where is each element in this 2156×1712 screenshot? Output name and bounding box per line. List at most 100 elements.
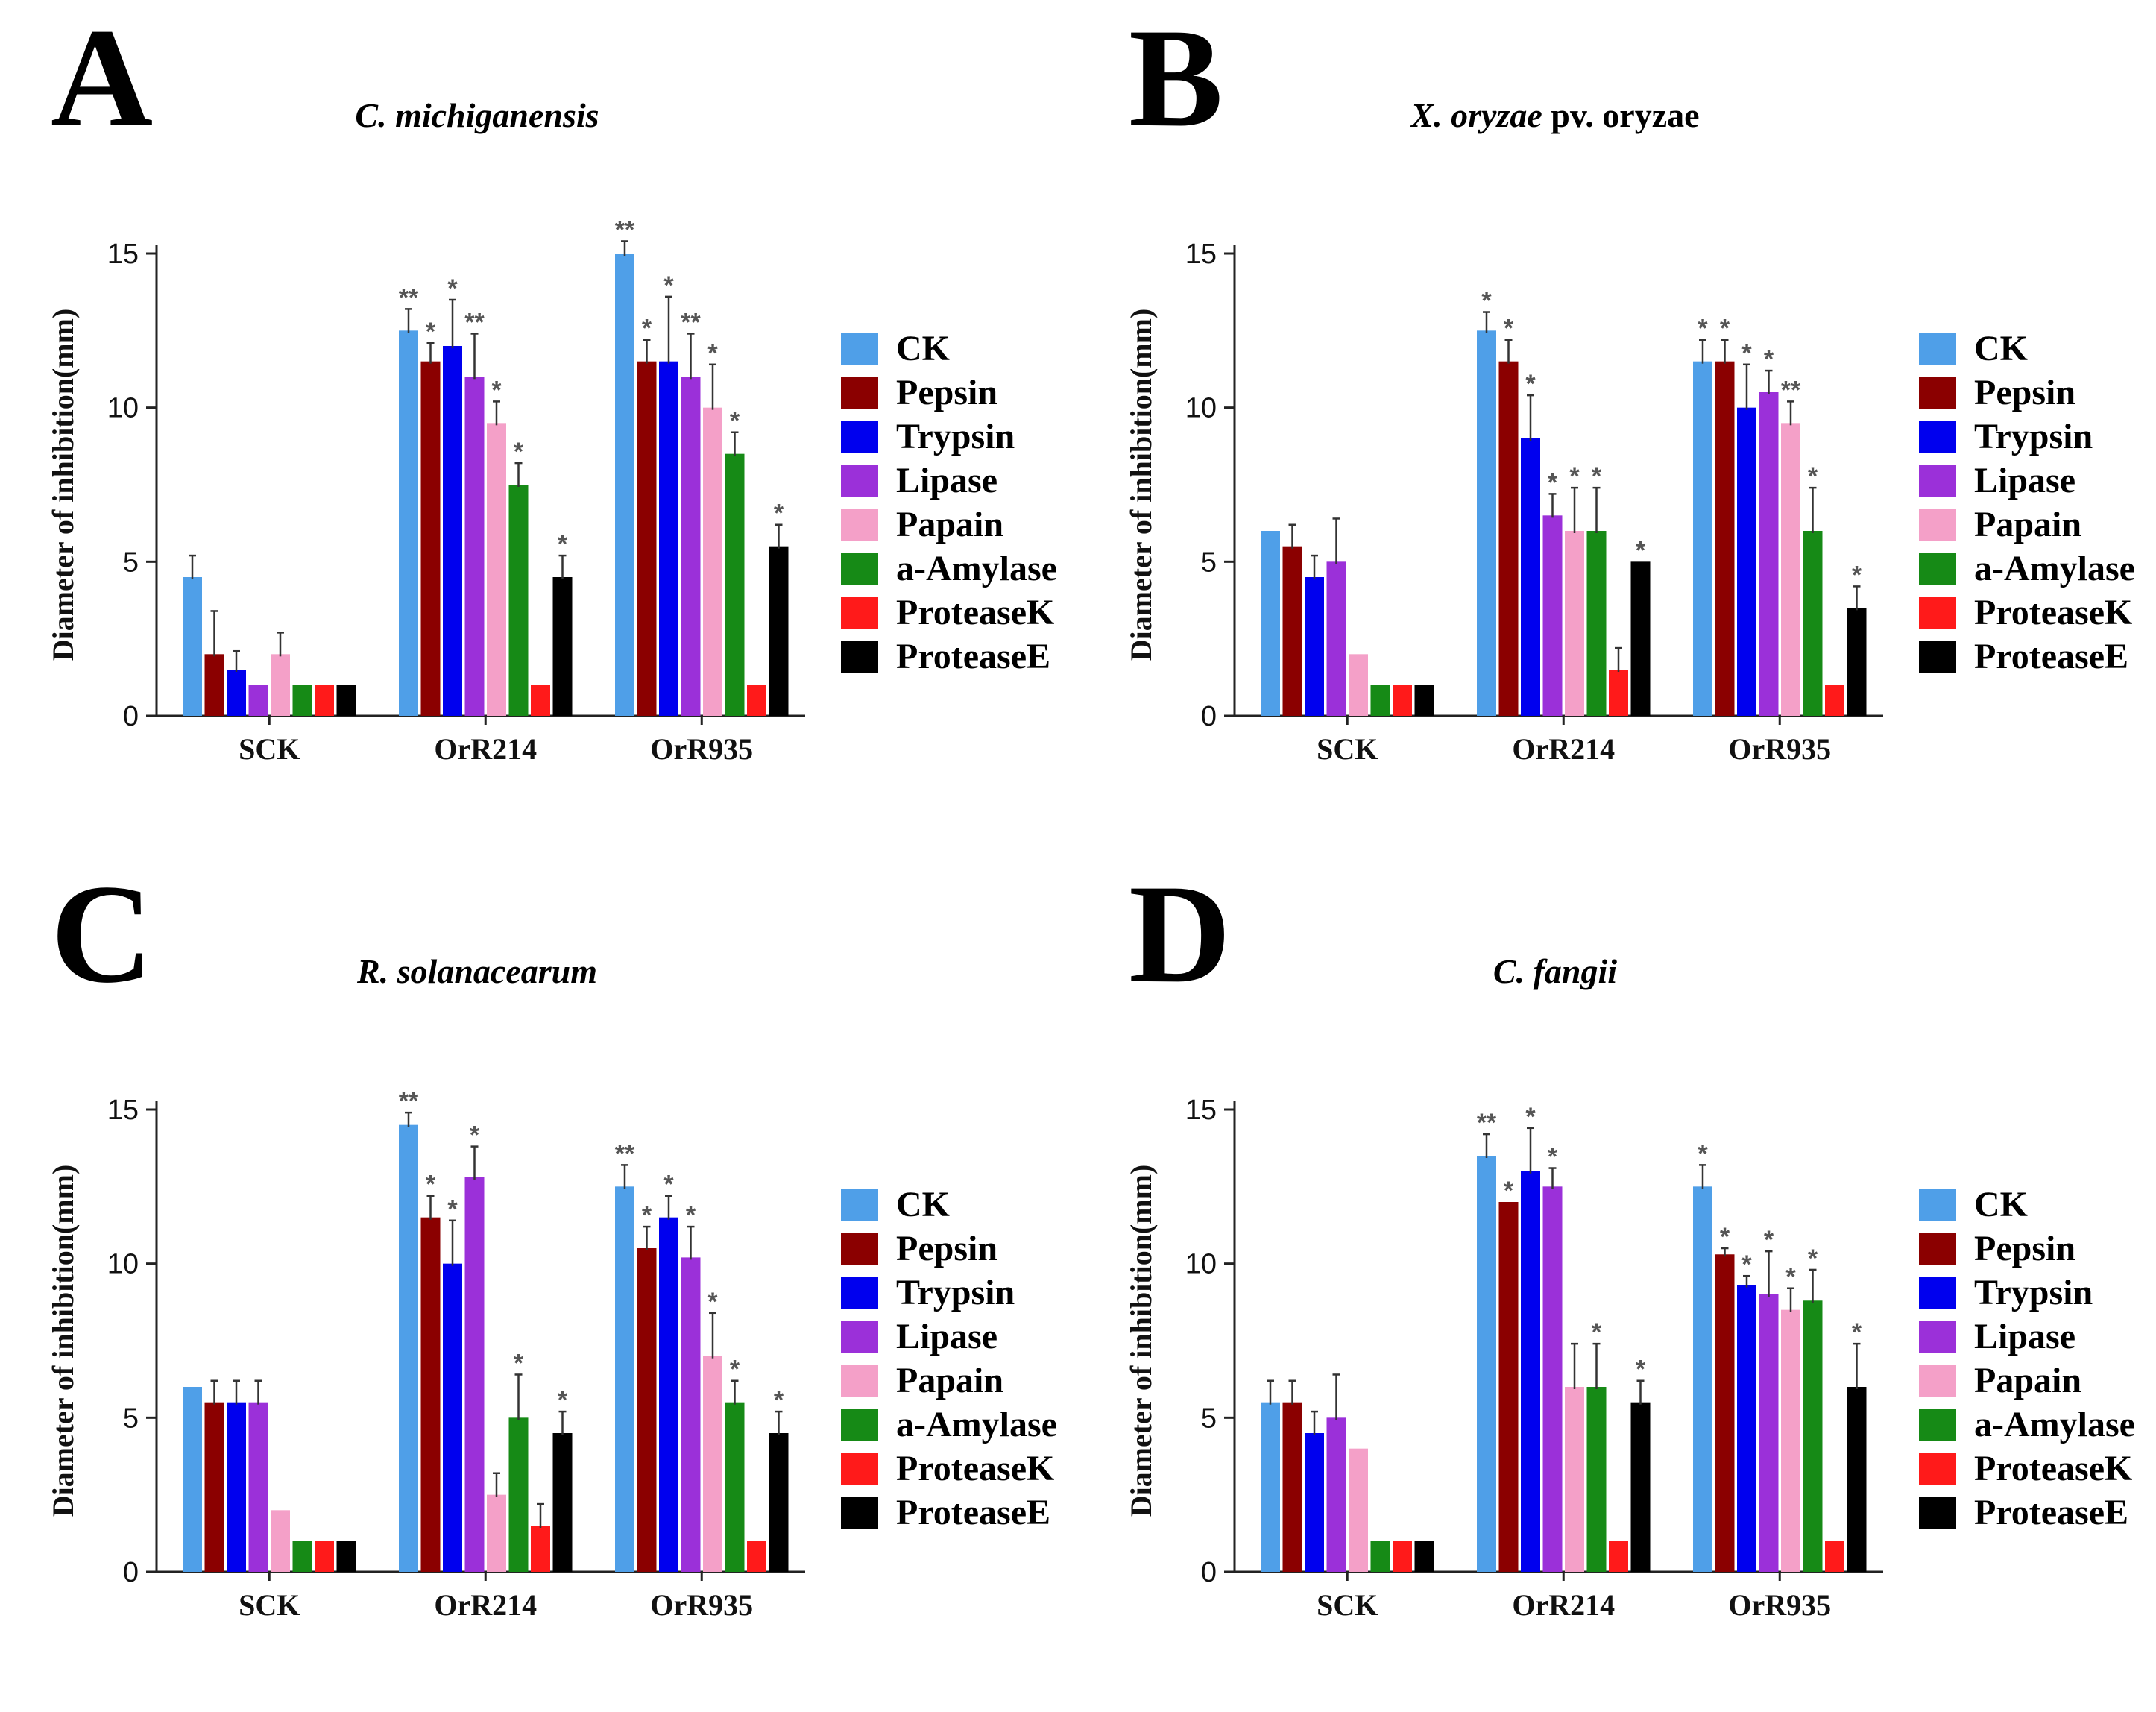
chart-title: C. fangii (1361, 951, 1749, 991)
bar (1847, 1387, 1867, 1572)
bar (399, 1124, 418, 1572)
legend-item: Lipase (1919, 1315, 2135, 1359)
bar (1326, 1417, 1346, 1572)
bar (1349, 1448, 1368, 1572)
bar (1305, 577, 1324, 716)
legend-label: a-Amylase (896, 548, 1057, 588)
bar (1803, 531, 1823, 716)
significance-mark: * (1592, 462, 1602, 491)
bar (1414, 1541, 1434, 1572)
legend-label: ProteaseK (896, 1448, 1055, 1488)
y-tick-label: 15 (107, 239, 139, 270)
bar (1414, 685, 1434, 716)
legend-swatch (841, 1320, 878, 1353)
significance-mark: * (1741, 1250, 1752, 1279)
bar (769, 546, 789, 716)
legend-item: Pepsin (841, 1227, 1057, 1271)
bar (336, 685, 356, 716)
bar (508, 485, 529, 716)
bar (204, 1402, 224, 1572)
legend-label: a-Amylase (1974, 1404, 2135, 1444)
legend-label: Pepsin (1974, 372, 2076, 412)
legend-item: Lipase (841, 459, 1057, 503)
bar (1609, 1541, 1628, 1572)
bar (1693, 361, 1712, 716)
legend-item: Pepsin (841, 371, 1057, 415)
bar (464, 1177, 485, 1572)
legend-swatch (841, 1364, 878, 1397)
panel-c: C R. solanacearum 0 5 10 15 Diameter of inhi… (0, 856, 1078, 1712)
bar-chart: 0 5 10 15 Diameter of inhibition(mm) SCK OrR21… (1124, 239, 1883, 766)
bar (248, 685, 268, 716)
significance-mark: ** (615, 1139, 635, 1168)
x-tick-label: SCK (239, 1588, 300, 1622)
bar (1542, 515, 1563, 716)
bar (1565, 531, 1584, 716)
significance-mark: * (426, 1171, 436, 1199)
y-tick-label: 5 (1201, 1403, 1217, 1434)
significance-mark: * (426, 318, 436, 346)
bar (1477, 330, 1496, 716)
legend-item: Papain (1919, 503, 2135, 547)
legend-swatch (1919, 596, 1956, 629)
significance-mark: * (774, 500, 784, 528)
legend-swatch (841, 552, 878, 585)
legend-label: ProteaseE (896, 636, 1051, 676)
bar (487, 423, 506, 716)
bar (725, 453, 745, 716)
bar (1261, 531, 1280, 716)
legend-swatch (1919, 508, 1956, 541)
significance-mark: * (1808, 1244, 1818, 1273)
bar (703, 1356, 722, 1572)
significance-mark: * (707, 339, 718, 368)
panel-b: B X. oryzae pv. oryzae 0 5 10 15 Diameter of… (1078, 0, 2156, 856)
significance-mark: * (1720, 1223, 1730, 1251)
bar (1261, 1402, 1280, 1572)
legend-item: a-Amylase (1919, 547, 2135, 591)
bar-chart: 0 5 10 15 Diameter of inhibition(mm) SCK OrR21… (1124, 1095, 1883, 1622)
significance-mark: * (1720, 315, 1730, 343)
title-part: pv. oryzae (1542, 96, 1700, 134)
legend: CK Pepsin Trypsin Lipase Papain a-Amylase Prot… (1919, 1183, 2135, 1535)
significance-mark: ** (1781, 376, 1801, 404)
bar (227, 670, 246, 716)
bar (1521, 1171, 1540, 1572)
legend-swatch (1919, 332, 1956, 365)
bar (1282, 546, 1302, 716)
legend-swatch (1919, 1496, 1956, 1529)
bar (271, 1510, 290, 1572)
bar (1498, 361, 1519, 716)
x-tick-label: OrR214 (434, 1588, 537, 1622)
x-tick-label: SCK (1317, 1588, 1378, 1622)
significance-mark: * (642, 315, 652, 343)
significance-mark: * (470, 1121, 480, 1150)
bar (508, 1417, 529, 1572)
legend-label: Lipase (1974, 460, 2076, 500)
legend-item: ProteaseK (841, 591, 1057, 635)
legend: CK Pepsin Trypsin Lipase Papain a-Amylase Prot… (1919, 327, 2135, 679)
legend-swatch (841, 596, 878, 629)
significance-mark: * (558, 1386, 568, 1414)
legend-label: CK (896, 328, 950, 368)
bar (443, 1263, 462, 1572)
legend-swatch (1919, 552, 1956, 585)
y-tick-label: 5 (123, 547, 139, 578)
significance-mark: * (514, 1349, 524, 1377)
legend-label: Papain (896, 504, 1004, 544)
significance-mark: * (1525, 1103, 1536, 1131)
bar (1305, 1433, 1324, 1572)
significance-mark: ** (464, 308, 485, 336)
significance-mark: * (1698, 315, 1708, 343)
significance-mark: * (663, 271, 674, 300)
y-tick-label: 10 (1185, 393, 1217, 424)
significance-mark: * (1636, 1356, 1646, 1384)
significance-mark: * (1808, 462, 1818, 491)
legend-label: Papain (1974, 1360, 2082, 1400)
bar (1326, 561, 1346, 716)
significance-mark: * (663, 1171, 674, 1199)
x-tick-label: OrR214 (1512, 732, 1615, 766)
legend-label: Pepsin (1974, 1228, 2076, 1268)
legend-swatch (841, 508, 878, 541)
legend: CK Pepsin Trypsin Lipase Papain a-Amylase Prot… (841, 327, 1057, 679)
bar (1847, 608, 1867, 716)
